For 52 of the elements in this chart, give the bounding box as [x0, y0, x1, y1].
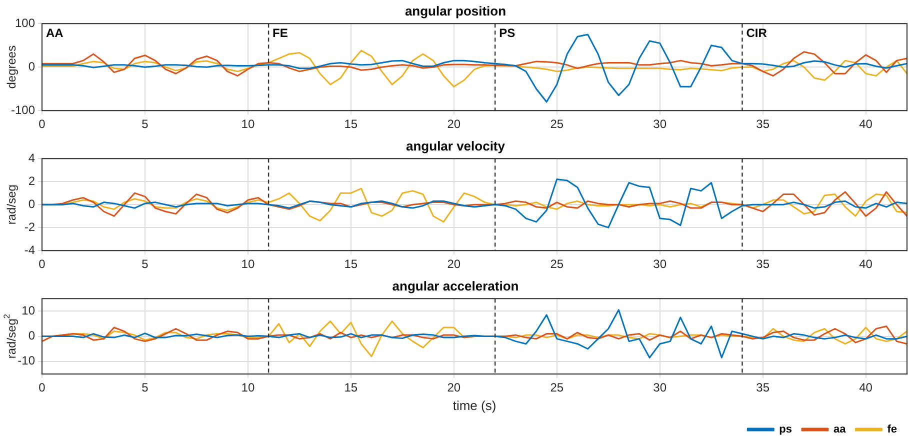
x-tick-label: 20: [447, 380, 461, 395]
legend-label: fe: [887, 424, 897, 436]
y-axis-title: degrees: [4, 45, 18, 89]
x-tick-label: 35: [756, 117, 770, 132]
y-tick-label: 2: [28, 174, 36, 188]
x-tick-label: 35: [756, 380, 770, 395]
y-tick-label: -2: [24, 220, 36, 234]
x-tick-label: 5: [142, 117, 149, 132]
x-tick-label: 20: [447, 257, 461, 272]
chart-title: angular velocity: [406, 138, 506, 154]
ref-line-label: PS: [499, 26, 516, 40]
x-tick-label: 30: [653, 117, 667, 132]
x-tick-label: 0: [38, 380, 46, 395]
x-tick-label: 30: [653, 257, 667, 272]
chart-title: angular position: [404, 3, 506, 18]
x-tick-label: 40: [859, 117, 873, 132]
y-tick-label: -10: [18, 354, 36, 368]
y-tick-label: 10: [22, 303, 36, 318]
y-tick-label: -4: [24, 242, 36, 257]
x-axis-title: time (s): [452, 398, 496, 413]
ref-line-label: FE: [272, 26, 288, 40]
x-tick-label: 25: [550, 380, 564, 395]
y-axis-title: rad/seg: [4, 184, 18, 225]
chart-title: angular acceleration: [392, 278, 519, 294]
x-tick-label: 0: [38, 117, 46, 132]
x-tick-label: 20: [447, 117, 461, 132]
x-tick-label: 25: [550, 257, 564, 272]
x-tick-label: 10: [241, 257, 255, 272]
x-tick-label: 0: [38, 257, 46, 272]
y-tick-label: 0: [28, 328, 36, 343]
y-axis-title: rad/seg2: [2, 314, 18, 359]
ref-line-label: CIR: [746, 26, 768, 40]
y-tick-label: 0: [28, 59, 36, 74]
x-tick-label: 5: [142, 380, 149, 395]
annotation: AA: [46, 26, 64, 40]
legend-label: aa: [833, 424, 847, 436]
x-tick-label: 30: [653, 380, 667, 395]
y-tick-label: 4: [28, 150, 36, 165]
x-tick-label: 15: [344, 117, 358, 132]
x-tick-label: 35: [756, 257, 770, 272]
x-tick-label: 15: [344, 257, 358, 272]
x-tick-label: 10: [241, 117, 255, 132]
x-tick-label: 15: [344, 380, 358, 395]
x-tick-label: 40: [859, 257, 873, 272]
x-tick-label: 25: [550, 117, 564, 132]
legend-label: ps: [779, 424, 792, 436]
x-tick-label: 40: [859, 380, 873, 395]
x-tick-label: 10: [241, 380, 255, 395]
y-tick-label: 0: [28, 196, 36, 211]
y-tick-label: 100: [14, 16, 36, 30]
y-tick-label: -100: [10, 102, 36, 117]
x-tick-label: 5: [142, 257, 149, 272]
